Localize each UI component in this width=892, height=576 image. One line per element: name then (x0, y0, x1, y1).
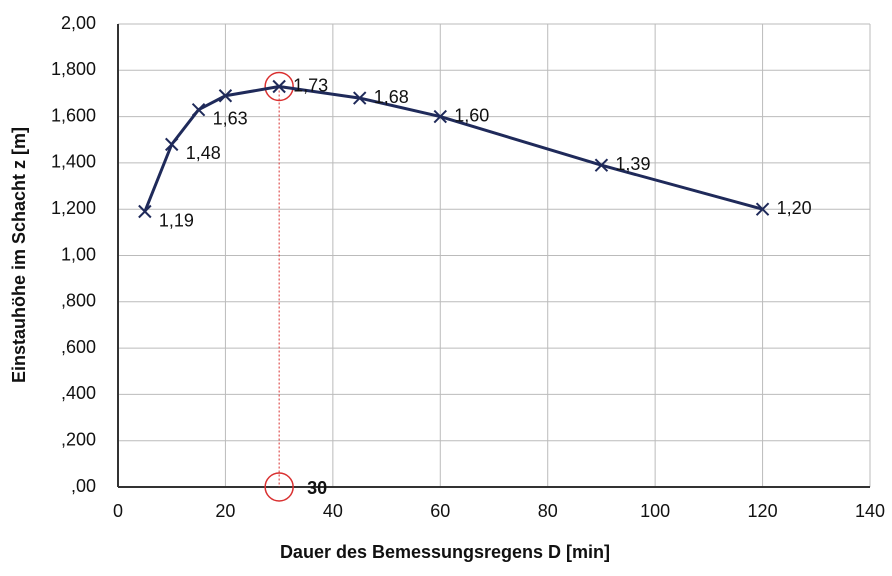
data-label: 1,68 (374, 87, 409, 107)
y-tick-label: ,800 (61, 291, 96, 311)
y-tick-label: ,400 (61, 383, 96, 403)
point-marker (138, 204, 152, 219)
y-tick-label: 1,800 (51, 59, 96, 79)
data-label: 1,60 (454, 105, 489, 125)
highlight-circle (264, 71, 294, 102)
y-tick-label: 1,200 (51, 198, 96, 218)
point-marker (272, 79, 286, 94)
point-marker (218, 89, 233, 103)
point-marker (191, 102, 206, 117)
data-label: 1,63 (213, 108, 248, 128)
y-tick-label: 2,00 (61, 13, 96, 33)
y-tick-label: ,600 (61, 337, 96, 357)
x-tick-label: 120 (748, 501, 778, 521)
x-tick-label: 20 (215, 501, 235, 521)
x-axis-title: Dauer des Bemessungsregens D [min] (280, 542, 610, 562)
x-tick-label: 100 (640, 501, 670, 521)
x-tick-label: 140 (855, 501, 885, 521)
point-marker (755, 202, 770, 216)
data-label: 1,73 (293, 75, 328, 95)
y-axis-title: Einstauhöhe im Schacht z [m] (9, 127, 29, 383)
highlight-circle (264, 472, 294, 502)
y-tick-label: 1,00 (61, 244, 96, 264)
point-marker (594, 158, 609, 172)
y-tick-label: 1,600 (51, 105, 96, 125)
y-tick-label: 1,400 (51, 152, 96, 172)
y-tick-label: ,00 (71, 476, 96, 496)
data-label: 1,20 (777, 198, 812, 218)
x-tick-label: 40 (323, 501, 343, 521)
x-tick-label: 0 (113, 501, 123, 521)
point-marker (353, 91, 367, 105)
point-marker (433, 109, 447, 124)
data-label: 1,19 (159, 210, 194, 230)
data-label: 1,39 (615, 154, 650, 174)
y-tick-label: ,200 (61, 429, 96, 449)
data-label: 1,48 (186, 143, 221, 163)
x-tick-label: 60 (430, 501, 450, 521)
highlight-label: 30 (307, 478, 327, 498)
x-tick-label: 80 (538, 501, 558, 521)
point-marker (165, 137, 179, 152)
